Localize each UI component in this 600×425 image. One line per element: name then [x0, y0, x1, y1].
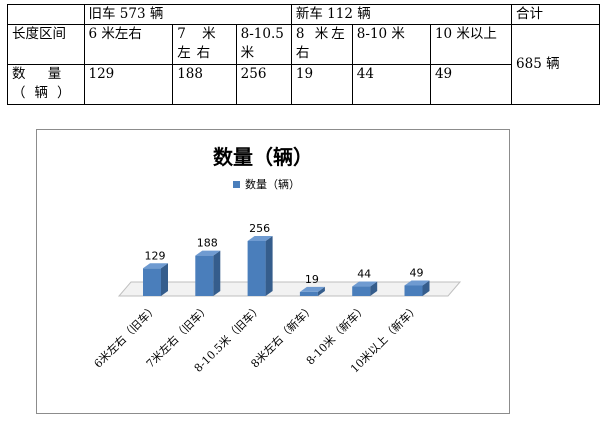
- bar-top-3: [247, 236, 273, 241]
- chart-bars: [143, 236, 430, 296]
- quantity-row: 数 量（辆） 129 188 256 19 44 49: [7, 64, 600, 105]
- length-cell-old-6m: 6 米左右: [83, 24, 174, 65]
- total-value-cell: 685 辆: [511, 24, 600, 105]
- bar-front-3: [247, 241, 266, 296]
- bar-5: [352, 281, 378, 296]
- bar-top-6: [404, 280, 430, 286]
- count-cell-new-8m: 19: [290, 64, 353, 105]
- quantity-label-text: 数 量（辆）: [12, 66, 80, 101]
- bar-top-4: [299, 286, 325, 292]
- value-label-2: 188: [197, 237, 218, 250]
- bar-front-6: [404, 285, 423, 296]
- bar-side-4: [317, 286, 325, 296]
- table-corner-cell: [7, 4, 85, 25]
- bar-top-5: [352, 281, 378, 287]
- value-label-6: 49: [410, 266, 424, 279]
- bar-front-4: [299, 291, 318, 296]
- bar-side-3: [265, 236, 273, 296]
- length-cell-old-8-10-5m: 8-10.5 米: [235, 24, 292, 65]
- total-header: 合计: [511, 4, 600, 25]
- length-cell-new-10m-plus: 10 米以上: [429, 24, 513, 65]
- count-cell-old-7m: 188: [172, 64, 237, 105]
- length-range-label: 长度区间: [7, 24, 85, 65]
- bar-chart-frame: 数量（辆） 数量（辆） 129 188 256 19 44 49 6米左右（旧车） 7米左右…: [36, 129, 510, 414]
- bar-top-2: [195, 250, 221, 256]
- bar-side-6: [422, 280, 430, 296]
- length-range-row: 长度区间 6 米左右 7 米左右 8-10.5 米 8 米左右 8-10 米 1…: [7, 24, 600, 105]
- count-cell-old-6m: 129: [83, 64, 174, 105]
- bar-front-1: [143, 268, 161, 296]
- new-vehicles-header: 新车 112 辆: [290, 4, 513, 25]
- bar-side-1: [161, 263, 168, 296]
- table-header-row: 旧车 573 辆 新车 112 辆 合计: [7, 4, 600, 25]
- length-cell-new-8-10m: 8-10 米: [351, 24, 431, 65]
- bar-chart: 数量（辆） 数量（辆） 129 188 256 19 44 49 6米左右（旧车）7米左右…: [91, 145, 462, 375]
- bar-1: [143, 263, 168, 296]
- vehicle-table-container: 旧车 573 辆 新车 112 辆 合计 长度区间 6 米左右 7 米左右 8-…: [7, 4, 600, 105]
- chart-title: 数量（辆）: [213, 145, 313, 169]
- bar-side-5: [370, 281, 378, 296]
- chart-value-labels: 129 188 256 19 44 49: [145, 222, 424, 286]
- bar-2: [195, 250, 221, 296]
- vehicle-length-table: 旧车 573 辆 新车 112 辆 合计 长度区间 6 米左右 7 米左右 8-…: [7, 4, 600, 105]
- bar-6: [404, 280, 430, 296]
- count-cell-new-10m-plus: 49: [429, 64, 513, 105]
- length-cell-old-7m: 7 米左右: [172, 24, 237, 65]
- value-label-3: 256: [249, 222, 270, 235]
- value-label-4: 19: [305, 273, 319, 286]
- value-label-1: 129: [145, 249, 166, 262]
- bar-3: [247, 236, 273, 296]
- bar-side-2: [213, 250, 221, 296]
- bar-top-1: [143, 263, 168, 269]
- value-label-5: 44: [357, 268, 371, 281]
- bar-front-2: [195, 255, 214, 296]
- length-cell-new-8m: 8 米左右: [290, 24, 353, 65]
- bar-front-5: [352, 286, 371, 296]
- chart-category-labels: 6米左右（旧车）7米左右（旧车）8-10.5米（旧车）8米左右（新车）8-10米…: [91, 301, 422, 375]
- legend-label: 数量（辆）: [245, 177, 300, 191]
- legend-swatch: [233, 181, 240, 188]
- old-vehicles-header: 旧车 573 辆: [83, 4, 292, 25]
- count-cell-new-8-10m: 44: [351, 64, 431, 105]
- bar-4: [299, 286, 325, 296]
- quantity-label: 数 量（辆）: [7, 64, 85, 105]
- count-cell-old-8-10-5m: 256: [235, 64, 292, 105]
